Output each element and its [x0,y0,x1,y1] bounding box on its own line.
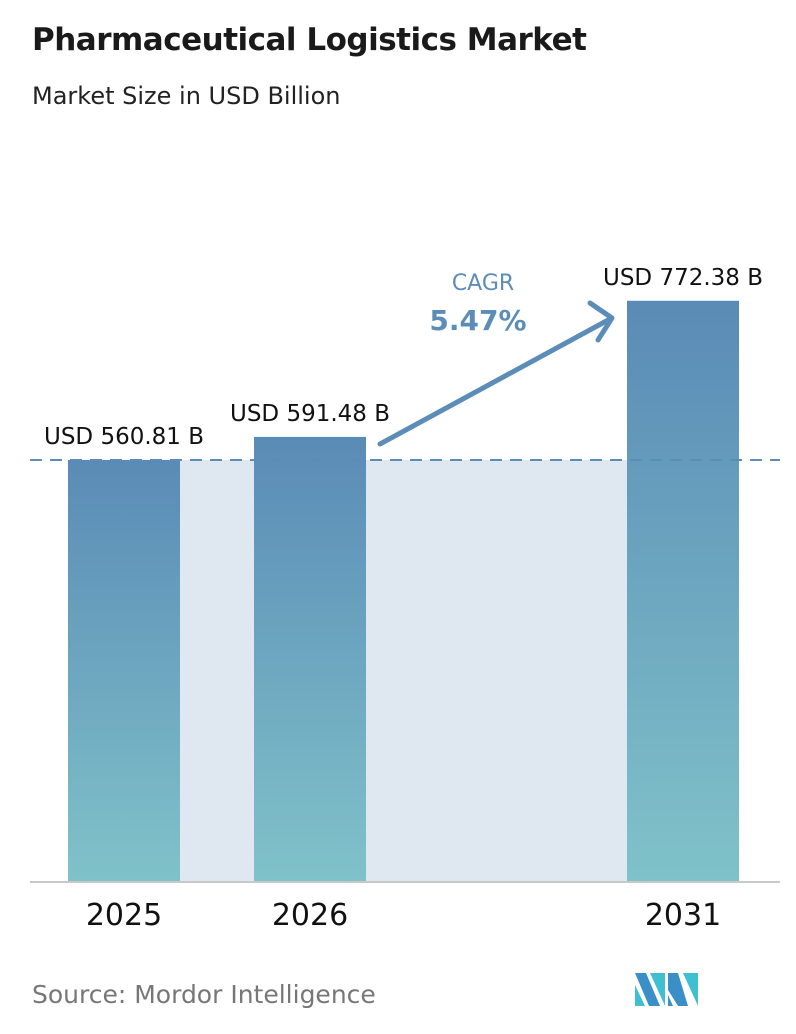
data-label-2025: USD 560.81 B [44,424,204,450]
bar-2025 [68,459,180,882]
data-label-2026: USD 591.48 B [230,401,390,427]
chart-title: Pharmaceutical Logistics Market [32,22,587,58]
mordor-logo [635,973,698,1006]
source-note: Source: Mordor Intelligence [32,980,376,1009]
bar-2026 [254,436,366,882]
data-label-2031: USD 772.38 B [603,265,763,291]
x-tick-2031: 2031 [645,898,721,933]
x-tick-2026: 2026 [272,898,348,933]
bar-2031 [627,300,739,882]
cagr-arrow [377,300,615,447]
cagr-value: 5.47% [429,304,526,337]
x-tick-2025: 2025 [86,898,162,933]
cagr-label: CAGR [452,271,514,296]
chart-subtitle: Market Size in USD Billion [32,82,341,110]
reference-fill-area [180,459,627,882]
